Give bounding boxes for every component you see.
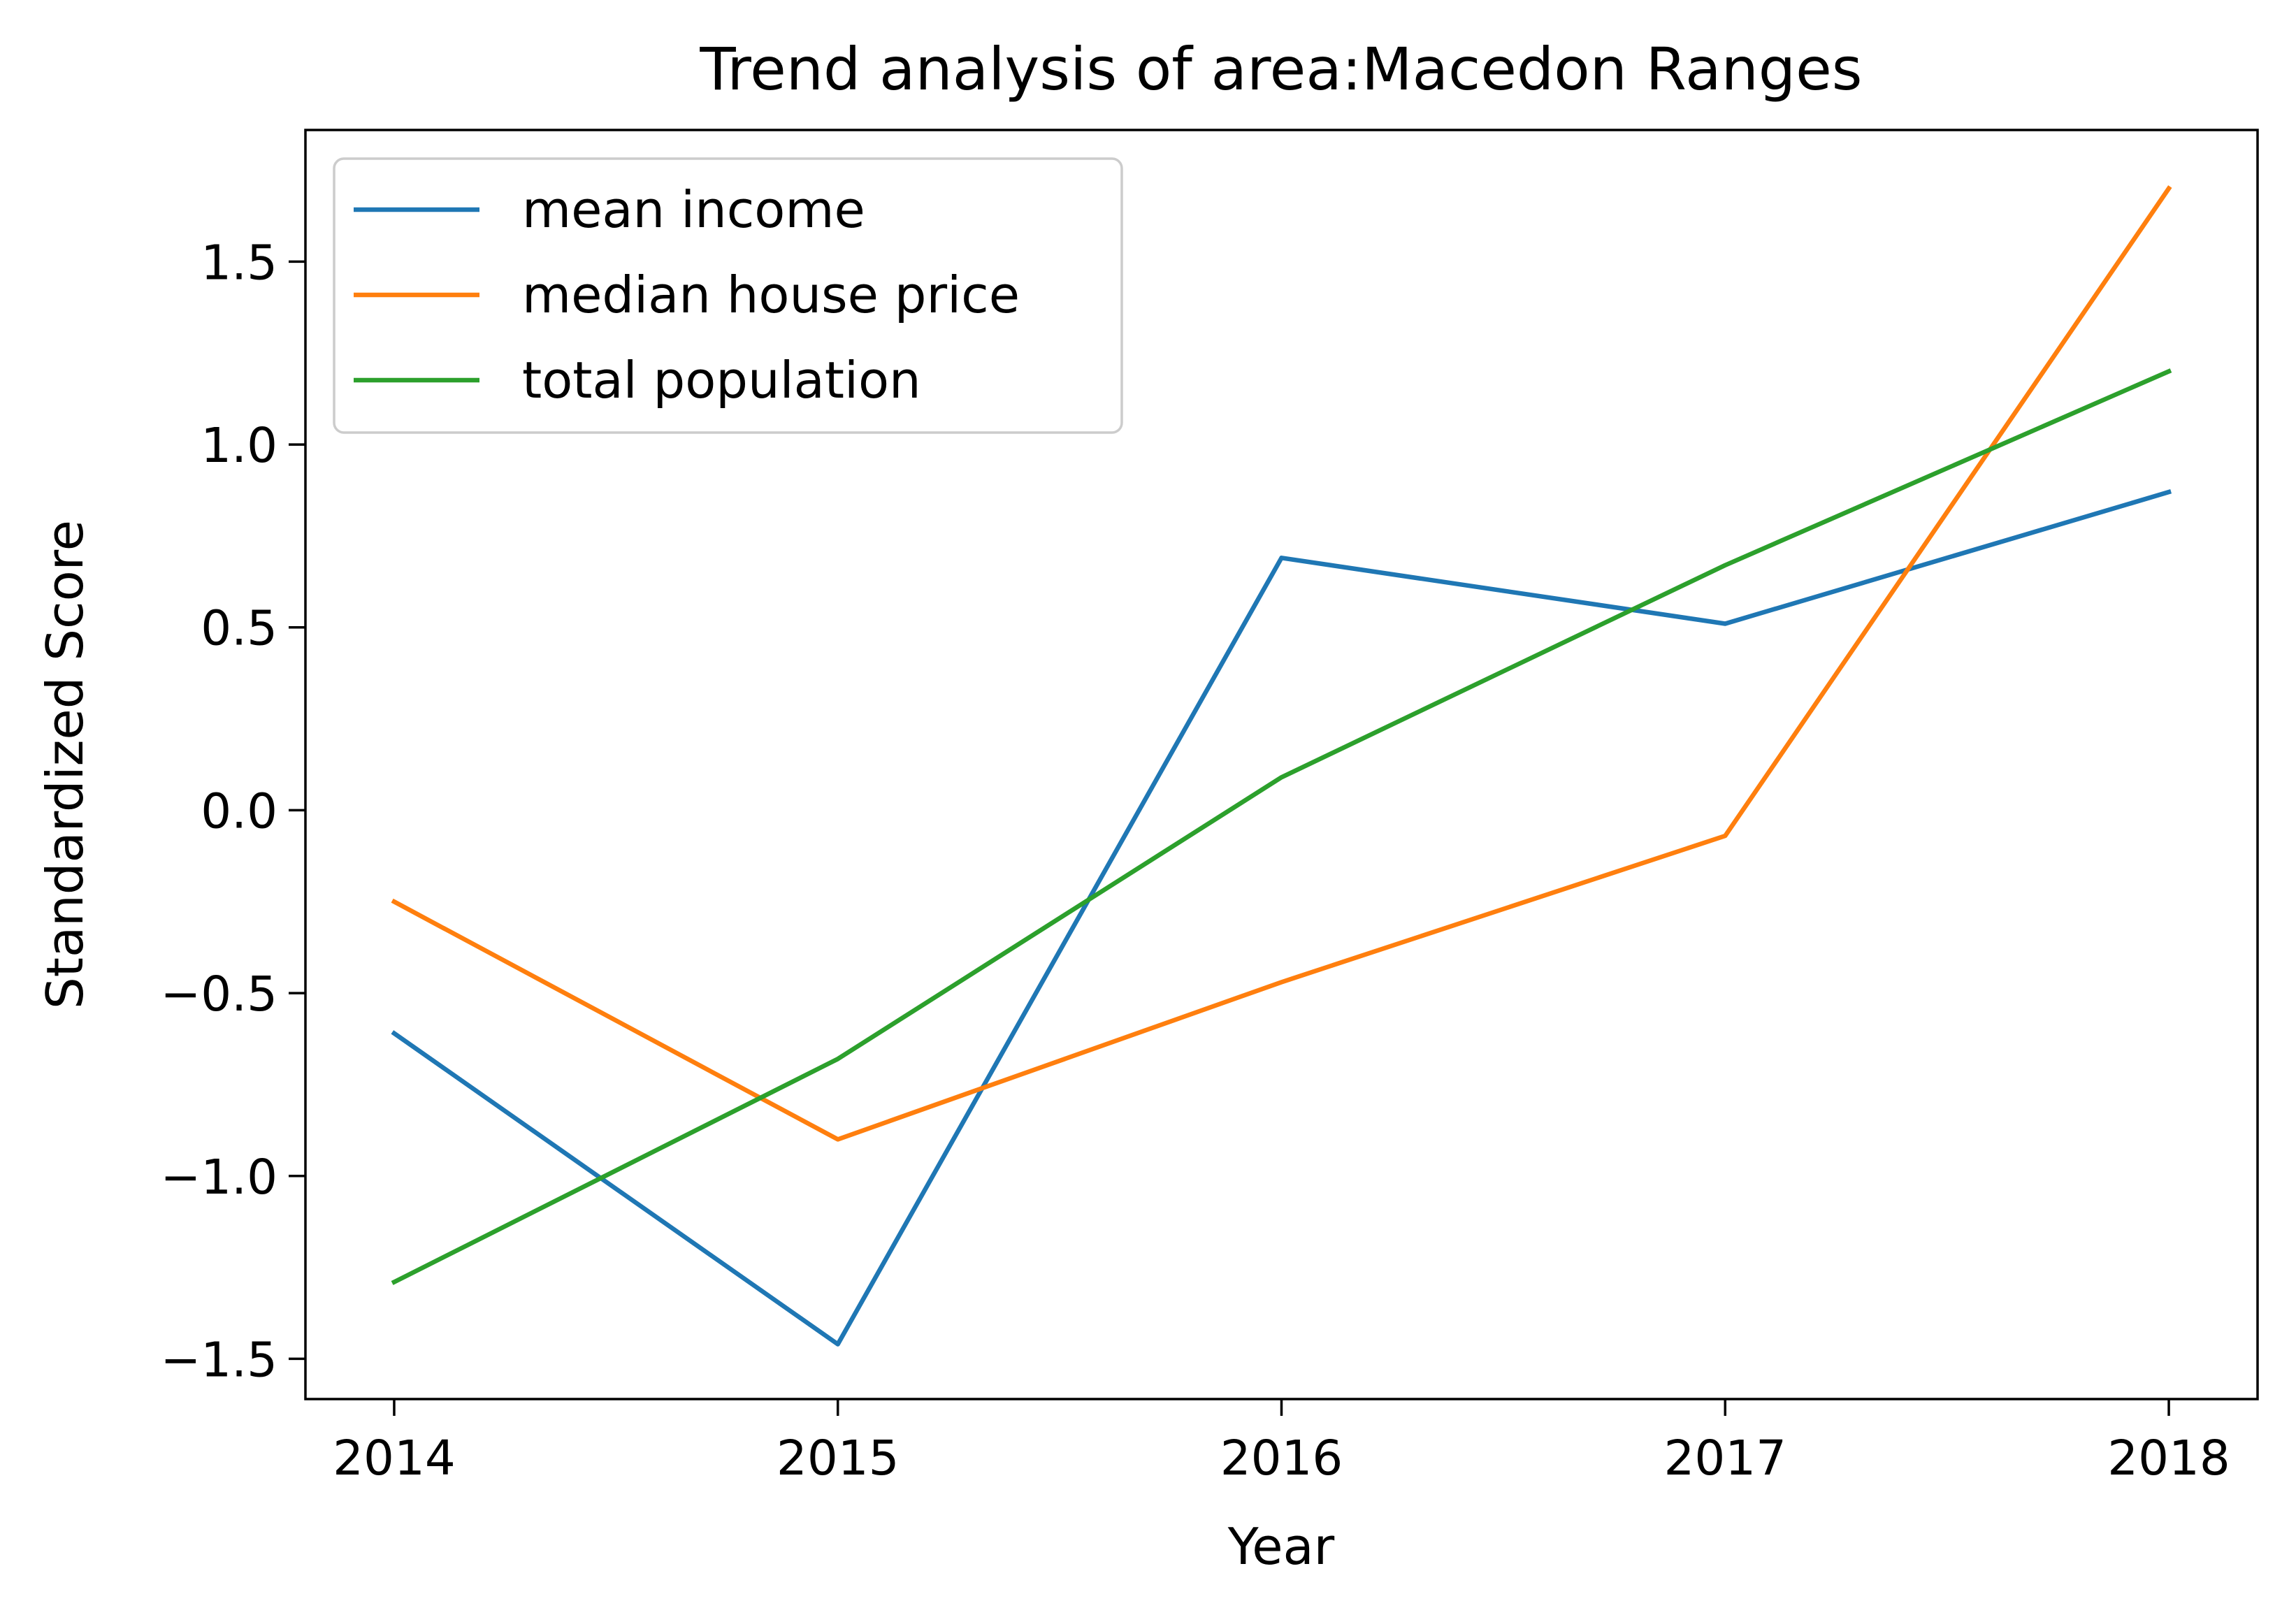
legend: mean income median house price total popul…: [333, 157, 1123, 434]
y-tick-label: −1.5: [160, 1332, 277, 1388]
y-tick-label: 1.0: [201, 418, 277, 474]
x-tick-label: 2017: [1663, 1431, 1786, 1486]
x-axis: 2014 2015 2016 2017 2018: [333, 1399, 2230, 1486]
legend-label-2: total population: [522, 351, 921, 410]
legend-label-1: median house price: [522, 266, 1020, 324]
series-line-2: [391, 368, 2172, 1285]
y-axis: −1.5 −1.0 −0.5 0.0 0.5 1.0 1.5: [160, 235, 305, 1388]
x-tick-label: 2014: [333, 1431, 456, 1486]
series-line-1: [391, 185, 2172, 1142]
chart-title: Trend analysis of area:Macedon Ranges: [699, 35, 1862, 103]
legend-box: [333, 157, 1123, 434]
x-tick-label: 2018: [2107, 1431, 2230, 1486]
legend-label-0: mean income: [522, 180, 865, 239]
y-tick-label: −1.0: [160, 1150, 277, 1205]
y-tick-label: 1.5: [201, 235, 277, 291]
y-tick-label: −0.5: [160, 966, 277, 1022]
x-tick-label: 2016: [1220, 1431, 1343, 1486]
series-line-0: [391, 489, 2172, 1347]
y-tick-label: 0.5: [201, 601, 277, 657]
x-tick-label: 2015: [777, 1431, 900, 1486]
series-layer: [391, 185, 2172, 1347]
x-axis-label: Year: [1227, 1517, 1335, 1576]
y-tick-label: 0.0: [201, 783, 277, 839]
y-axis-label: Standardized Score: [36, 520, 94, 1009]
